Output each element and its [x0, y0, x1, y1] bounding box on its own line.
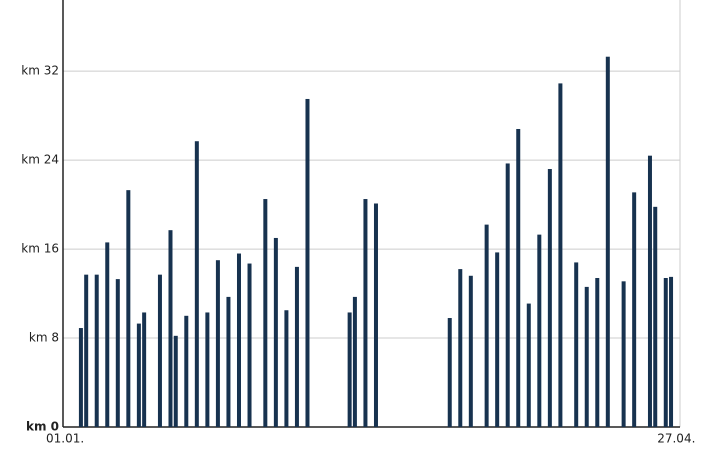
bar [653, 206, 658, 427]
bar [142, 312, 147, 427]
bar [495, 252, 500, 427]
bar [605, 56, 610, 427]
x-tick-label: 27.04. [657, 432, 695, 446]
bar [115, 279, 120, 427]
bar [526, 303, 531, 427]
bar [105, 242, 110, 427]
bar [547, 169, 552, 428]
bar [574, 262, 579, 427]
bar [363, 199, 368, 427]
bar [284, 310, 289, 427]
bar [263, 199, 268, 427]
bar [621, 281, 626, 427]
bar [663, 277, 668, 427]
bar [352, 296, 357, 427]
bar [226, 296, 231, 427]
bar [632, 192, 637, 427]
x-tick-label: 01.01. [46, 432, 84, 446]
bar [78, 328, 83, 427]
bar [236, 253, 241, 427]
bar [305, 98, 310, 427]
bar [136, 323, 141, 427]
bar [184, 315, 189, 427]
bar [157, 274, 162, 427]
bar [205, 312, 210, 427]
bar [447, 318, 452, 427]
bar [173, 335, 178, 427]
bar [247, 263, 252, 427]
bar [505, 163, 510, 427]
bar [484, 224, 489, 427]
y-tick-label: km 16 [21, 242, 59, 256]
bar [558, 83, 563, 427]
bar [294, 266, 299, 427]
bar [215, 260, 220, 427]
y-tick-label: km 32 [21, 64, 59, 78]
bar [537, 234, 542, 427]
bar [126, 190, 131, 427]
bar [458, 269, 463, 427]
bar [595, 277, 600, 427]
bar [584, 286, 589, 427]
bar [373, 203, 378, 427]
bar [94, 274, 99, 427]
bar [273, 237, 278, 427]
y-tick-label: km 8 [29, 331, 59, 345]
y-tick-label: km 24 [21, 153, 59, 167]
bar [194, 141, 199, 427]
bar [168, 230, 173, 427]
bar [84, 274, 89, 427]
y-tick-label: km 0 [26, 420, 59, 434]
bar [647, 155, 652, 428]
bar [669, 276, 674, 427]
bar [516, 128, 521, 428]
bar [468, 275, 473, 427]
bar [347, 312, 352, 427]
